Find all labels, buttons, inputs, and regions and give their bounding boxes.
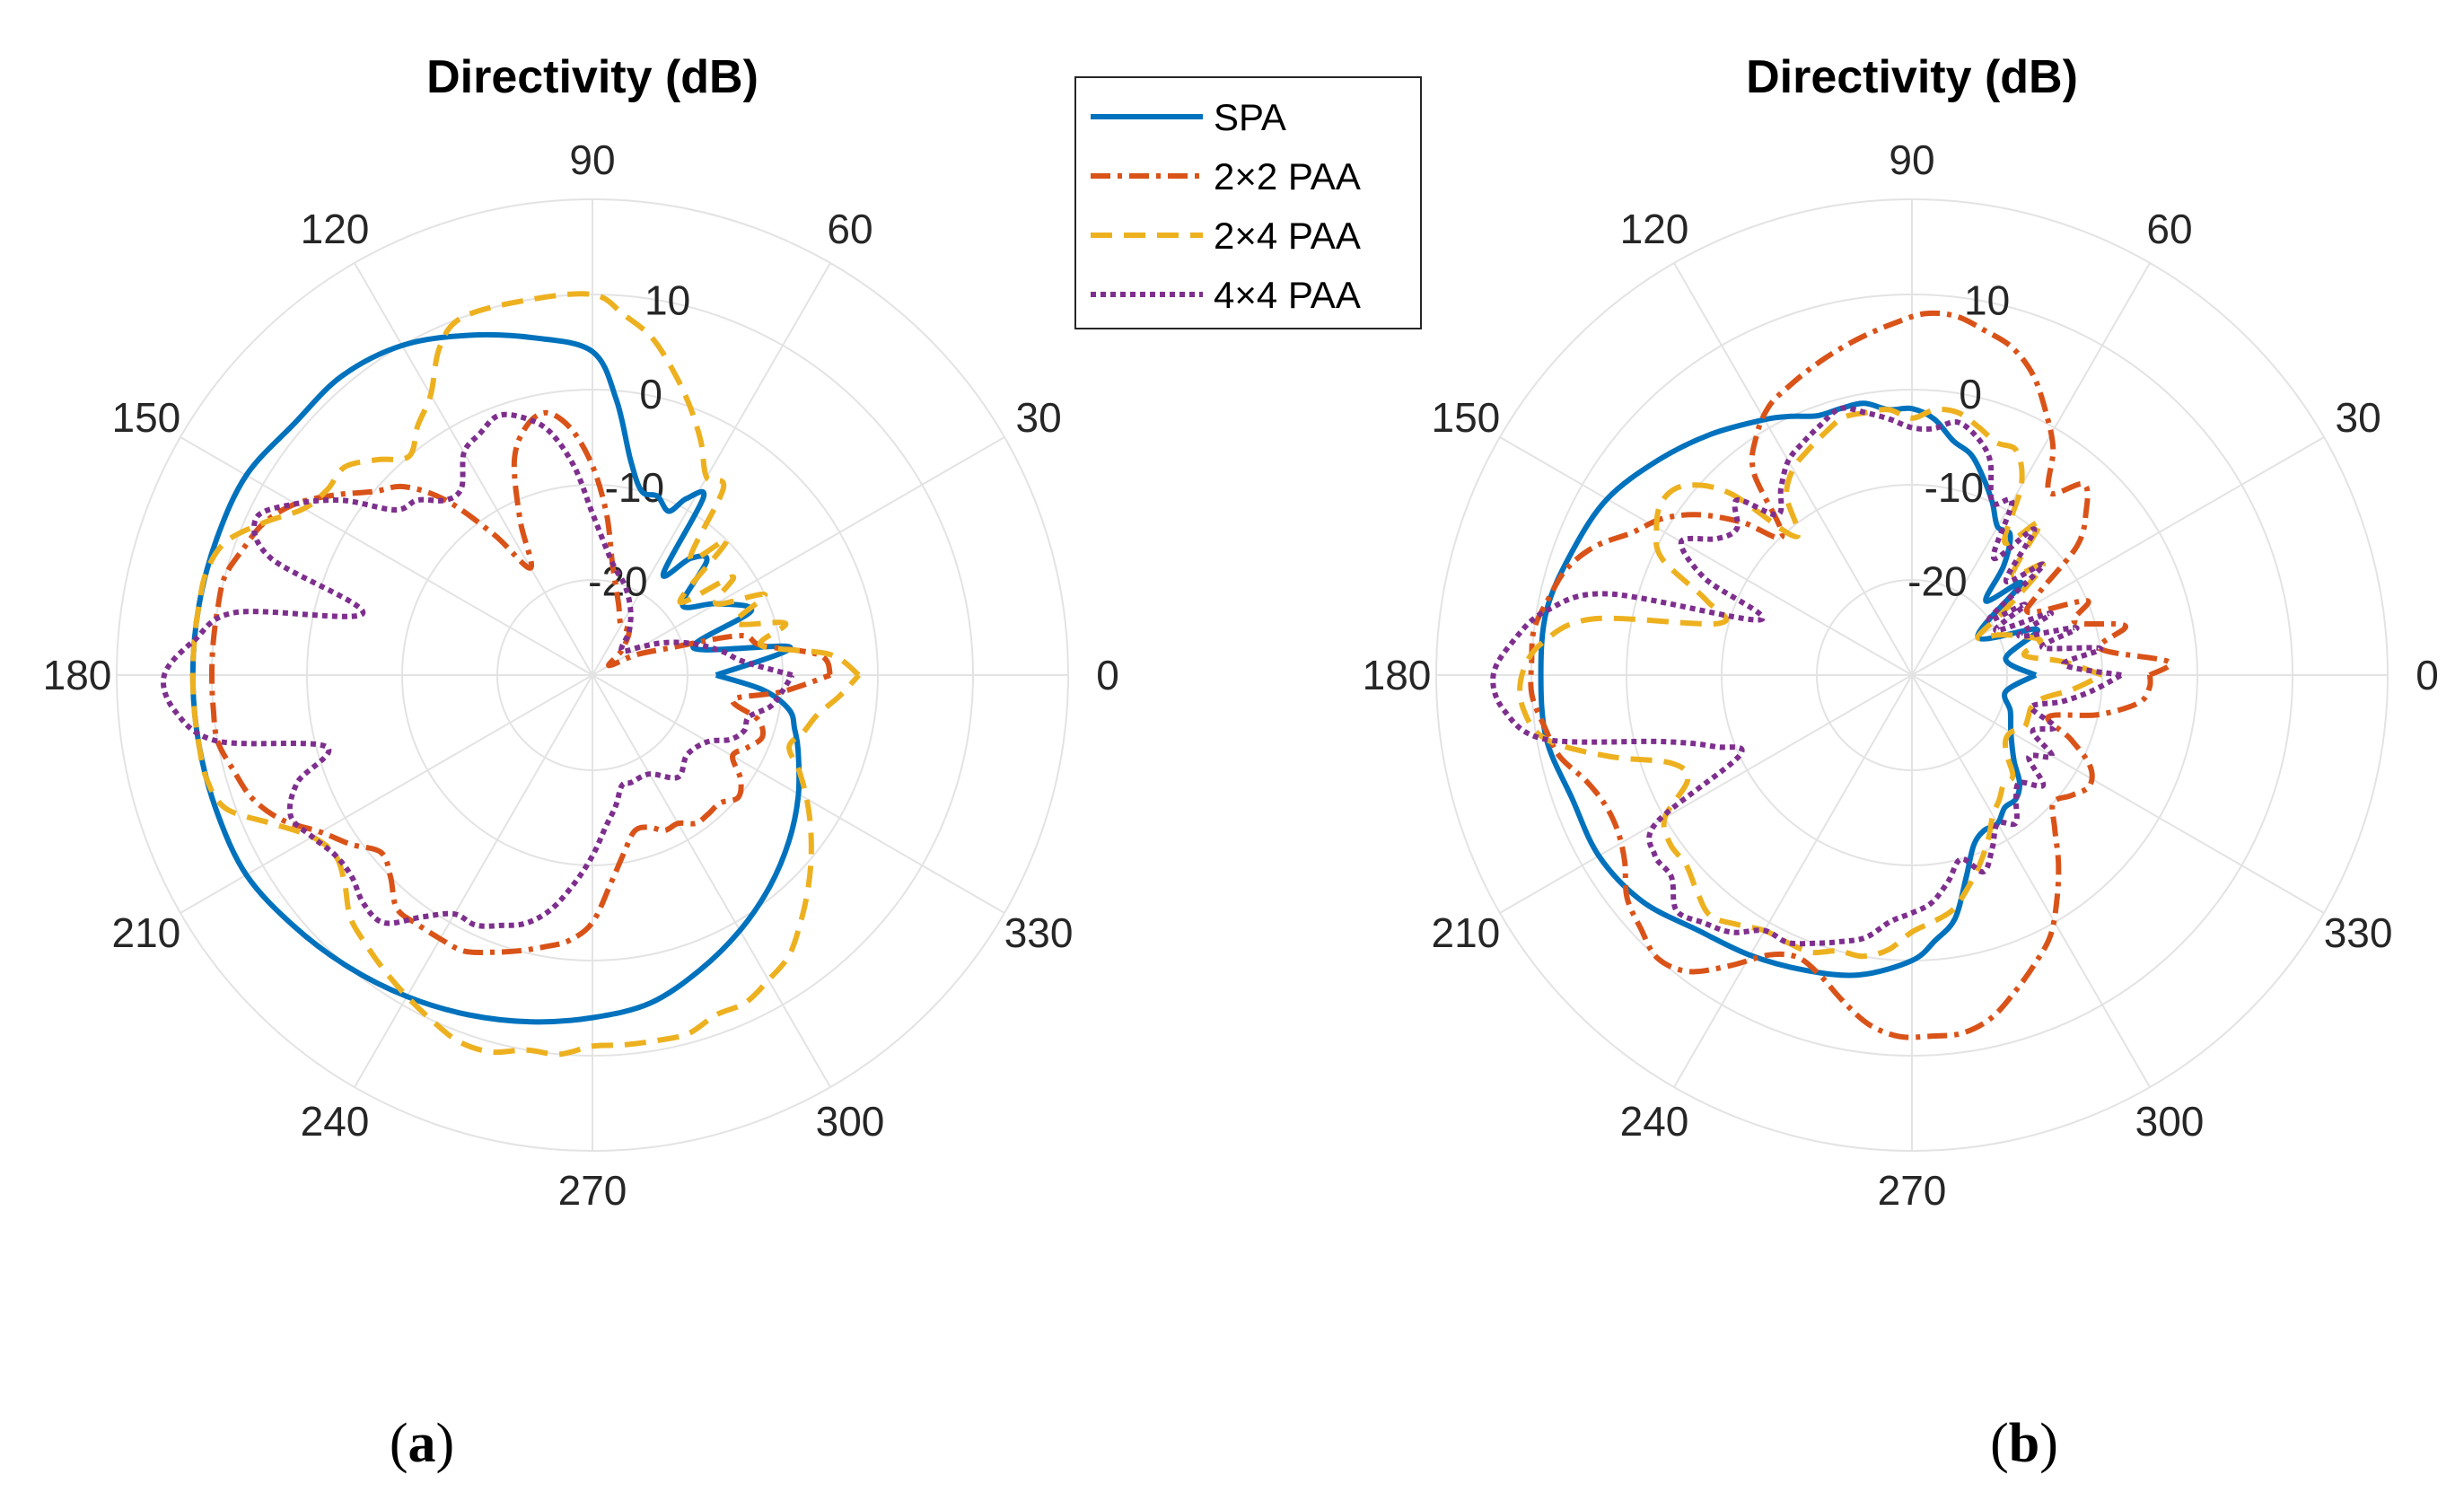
grid-spoke-300 — [592, 674, 831, 1088]
theta-tick-270: 270 — [1878, 1167, 1947, 1214]
series-group-b — [1490, 310, 2173, 1040]
grid-spoke-210 — [180, 674, 593, 914]
theta-tick-210: 210 — [112, 909, 181, 956]
grid-spoke-150 — [180, 436, 593, 676]
legend-label-4x4: 4×4 PAA — [1214, 274, 1361, 316]
theta-tick-60: 60 — [827, 206, 872, 252]
theta-tick-240: 240 — [301, 1098, 370, 1145]
r-tick-0: 0 — [639, 371, 662, 417]
theta-tick-90: 90 — [569, 136, 615, 183]
series-line-b-3 — [1490, 405, 2123, 947]
theta-tick-150: 150 — [112, 394, 181, 441]
legend-label-2x4: 2×4 PAA — [1214, 215, 1361, 257]
theta-tick-30: 30 — [1016, 394, 1062, 441]
theta-tick-180: 180 — [1363, 652, 1432, 698]
grid-ring--10 — [401, 484, 784, 866]
panel-caption-a: (a) — [390, 1413, 454, 1474]
polar-grid-a — [116, 198, 1069, 1152]
polar-plot-a: Directivity (dB) 0 30 60 90 120 150 180 210 240 2… — [43, 51, 1119, 1474]
grid-spoke-30 — [592, 436, 1005, 676]
r-tick--10: -10 — [1925, 464, 1984, 511]
grid-spoke-120 — [354, 262, 593, 676]
grid-ring-20 — [116, 198, 1069, 1152]
theta-tick-0: 0 — [2416, 652, 2439, 698]
theta-tick-300: 300 — [816, 1098, 885, 1145]
grid-spoke-60 — [1911, 262, 2151, 676]
grid-spoke-210 — [1499, 674, 1913, 914]
theta-tick-150: 150 — [1432, 394, 1501, 441]
grid-ring--20 — [496, 579, 688, 771]
theta-tick-60: 60 — [2146, 206, 2192, 252]
series-line-a-3 — [161, 411, 795, 929]
r-tick-10: 10 — [644, 276, 690, 323]
theta-ticks-b: 0 30 60 90 120 150 180 210 240 270 300 330 — [1363, 136, 2439, 1214]
theta-tick-180: 180 — [43, 652, 112, 698]
theta-ticks-a: 0 30 60 90 120 150 180 210 240 270 300 330 — [43, 136, 1119, 1214]
polar-grid-b — [1435, 198, 2389, 1152]
panel-caption-a-label: a — [408, 1413, 436, 1474]
r-ticks-b: -20 -10 0 10 — [1907, 276, 2010, 604]
theta-tick-240: 240 — [1620, 1098, 1689, 1145]
theta-tick-270: 270 — [558, 1167, 627, 1214]
series-line-b-1 — [1528, 310, 2173, 1040]
panel-caption-b-label: b — [2009, 1413, 2039, 1474]
grid-ring-0 — [306, 389, 879, 961]
grid-spoke-300 — [1911, 674, 2151, 1088]
plot-title-b: Directivity (dB) — [1746, 51, 2078, 103]
polar-plot-b: Directivity (dB) 0 30 60 90 120 150 180 210 240 2… — [1363, 51, 2439, 1474]
grid-spoke-60 — [592, 262, 831, 676]
grid-spoke-240 — [1673, 674, 1913, 1088]
theta-tick-90: 90 — [1889, 136, 1934, 183]
grid-spoke-120 — [1673, 262, 1913, 676]
theta-tick-0: 0 — [1096, 652, 1119, 698]
grid-ring-20 — [1435, 198, 2389, 1152]
theta-tick-120: 120 — [301, 206, 370, 252]
plot-title-a: Directivity (dB) — [426, 51, 758, 103]
theta-tick-120: 120 — [1620, 206, 1689, 252]
grid-spoke-330 — [1911, 674, 2325, 914]
r-tick--20: -20 — [1907, 558, 1967, 605]
series-group-a — [161, 291, 862, 1058]
r-tick-0: 0 — [1959, 371, 1982, 417]
theta-tick-330: 330 — [2324, 909, 2393, 956]
r-tick-10: 10 — [1964, 276, 2010, 323]
theta-tick-210: 210 — [1432, 909, 1501, 956]
legend-label-2x2: 2×2 PAA — [1214, 155, 1361, 197]
legend: SPA 2×2 PAA 2×4 PAA 4×4 PAA — [1074, 76, 1422, 329]
series-line-a-2 — [189, 291, 862, 1058]
theta-tick-300: 300 — [2135, 1098, 2205, 1145]
panel-caption-b: (b) — [1990, 1413, 2058, 1474]
series-line-b-2 — [1517, 406, 2104, 960]
grid-ring--20 — [1816, 579, 2008, 771]
legend-label-spa: SPA — [1214, 96, 1286, 138]
theta-tick-330: 330 — [1004, 909, 1074, 956]
grid-spoke-240 — [354, 674, 593, 1088]
theta-tick-30: 30 — [2336, 394, 2381, 441]
grid-spoke-150 — [1499, 436, 1913, 676]
series-line-a-0 — [189, 331, 802, 1025]
